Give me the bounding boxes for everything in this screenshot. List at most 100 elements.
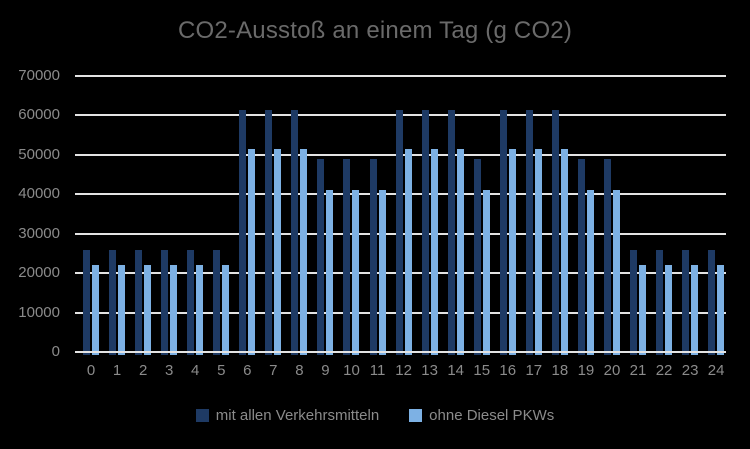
x-axis-tick-label: 21 [629, 362, 647, 379]
x-axis-tick-label: 15 [473, 362, 491, 379]
bar-series-1 [708, 249, 716, 355]
bar-series-1 [629, 249, 637, 355]
bar-series-2 [612, 190, 620, 355]
x-axis-tick-label: 11 [369, 362, 386, 379]
x-axis-tick-label: 22 [655, 362, 673, 379]
bar-group [127, 249, 153, 355]
bar-series-1 [682, 249, 690, 355]
x-axis-tick-label: 7 [269, 362, 278, 379]
bar-group [362, 158, 388, 355]
x-axis-tick-label: 14 [447, 362, 465, 379]
bars-row [75, 76, 726, 355]
bar-series-2 [717, 265, 725, 355]
x-axis-tick-label: 5 [217, 362, 226, 379]
x-axis-tick-label: 13 [421, 362, 438, 379]
bar-group [440, 109, 466, 355]
bar-series-1 [135, 249, 143, 355]
bar-group [153, 249, 179, 355]
bar-series-1 [109, 249, 117, 355]
legend-label-series2: ohne Diesel PKWs [429, 407, 555, 424]
y-axis-tick-label: 70000 [18, 67, 60, 84]
bar-series-1 [187, 249, 195, 355]
x-axis-tick-label: 19 [577, 362, 595, 379]
bar-group [179, 249, 205, 355]
bar-group [205, 249, 231, 355]
bar-series-1 [369, 158, 377, 355]
legend-item-series1: mit allen Verkehrsmitteln [195, 407, 380, 424]
x-axis-tick-label: 9 [321, 362, 330, 379]
bar-group [648, 249, 674, 355]
legend: mit allen Verkehrsmitteln ohne Diesel PK… [0, 407, 750, 424]
bar-group [414, 109, 440, 355]
bar-series-1 [656, 249, 664, 355]
x-axis-tick-label: 24 [707, 362, 725, 379]
bar-series-1 [213, 249, 221, 355]
bar-series-2 [378, 190, 386, 355]
bar-group [544, 109, 570, 355]
bar-group [596, 158, 622, 355]
legend-label-series1: mit allen Verkehrsmitteln [215, 407, 380, 424]
x-axis-tick-label: 12 [395, 362, 412, 379]
bar-group [309, 158, 335, 355]
x-axis-tick-label: 17 [525, 362, 543, 379]
bar-group [257, 109, 283, 355]
bar-group [283, 109, 309, 355]
x-axis-tick-label: 20 [603, 362, 621, 379]
bar-series-2 [222, 265, 230, 355]
bar-series-2 [170, 265, 178, 355]
chart-title: CO2-Ausstoß an einem Tag (g CO2) [177, 17, 573, 44]
bar-series-2 [326, 190, 334, 355]
plot-area [75, 75, 726, 355]
bar-group [674, 249, 700, 355]
bar-series-1 [473, 158, 481, 355]
bar-series-2 [92, 265, 99, 355]
legend-swatch-series2 [409, 409, 423, 422]
bar-series-1 [265, 109, 273, 355]
bar-series-1 [525, 109, 533, 355]
bar-series-1 [83, 249, 90, 355]
bar-series-1 [343, 158, 351, 355]
y-axis-labels: 0 10000 20000 30000 40000 50000 60000 70000 [0, 67, 64, 360]
bar-group [75, 249, 101, 355]
bar-series-2 [534, 148, 542, 355]
bar-series-2 [430, 148, 438, 355]
bar-group [335, 158, 361, 355]
x-axis-labels: 0 1 2 3 4 5 6 7 8 9 10 11 12 13 14 15 16 17 18 19 20 21 22 23 24 [75, 362, 726, 379]
bar-group [101, 249, 127, 355]
x-axis-tick-label: 4 [191, 362, 200, 379]
bar-series-2 [144, 265, 152, 355]
bar-group [622, 249, 648, 355]
gridline [75, 351, 726, 353]
y-axis-tick-label: 20000 [18, 264, 60, 282]
bar-group [700, 249, 726, 355]
bar-series-2 [352, 190, 360, 355]
bar-series-2 [118, 265, 126, 355]
bar-series-1 [317, 158, 325, 355]
bar-series-1 [291, 109, 299, 355]
y-axis-tick-label: 60000 [18, 106, 60, 124]
bar-series-1 [161, 249, 169, 355]
bar-series-2 [638, 265, 646, 355]
y-axis-tick-label: 0 [51, 343, 60, 360]
x-axis-tick-label: 2 [138, 362, 148, 379]
bar-series-2 [482, 190, 490, 355]
bar-series-1 [603, 158, 611, 355]
y-axis-tick-label: 50000 [18, 145, 60, 163]
bar-series-2 [456, 148, 464, 355]
x-axis-tick-label: 8 [295, 362, 304, 379]
legend-item-series2: ohne Diesel PKWs [409, 407, 554, 424]
bar-group [466, 158, 492, 355]
bar-series-2 [404, 148, 412, 355]
x-axis-tick-label: 6 [243, 362, 252, 379]
x-axis-tick-label: 3 [164, 362, 174, 379]
bar-series-1 [499, 109, 507, 355]
bar-series-2 [691, 265, 699, 355]
bar-series-2 [248, 148, 256, 355]
x-axis-tick-label: 0 [86, 362, 96, 379]
x-axis-tick-label: 16 [499, 362, 517, 379]
bar-group [518, 109, 544, 355]
bar-series-1 [421, 109, 429, 355]
legend-swatch-series1 [195, 409, 209, 422]
y-axis-tick-label: 30000 [18, 224, 60, 242]
